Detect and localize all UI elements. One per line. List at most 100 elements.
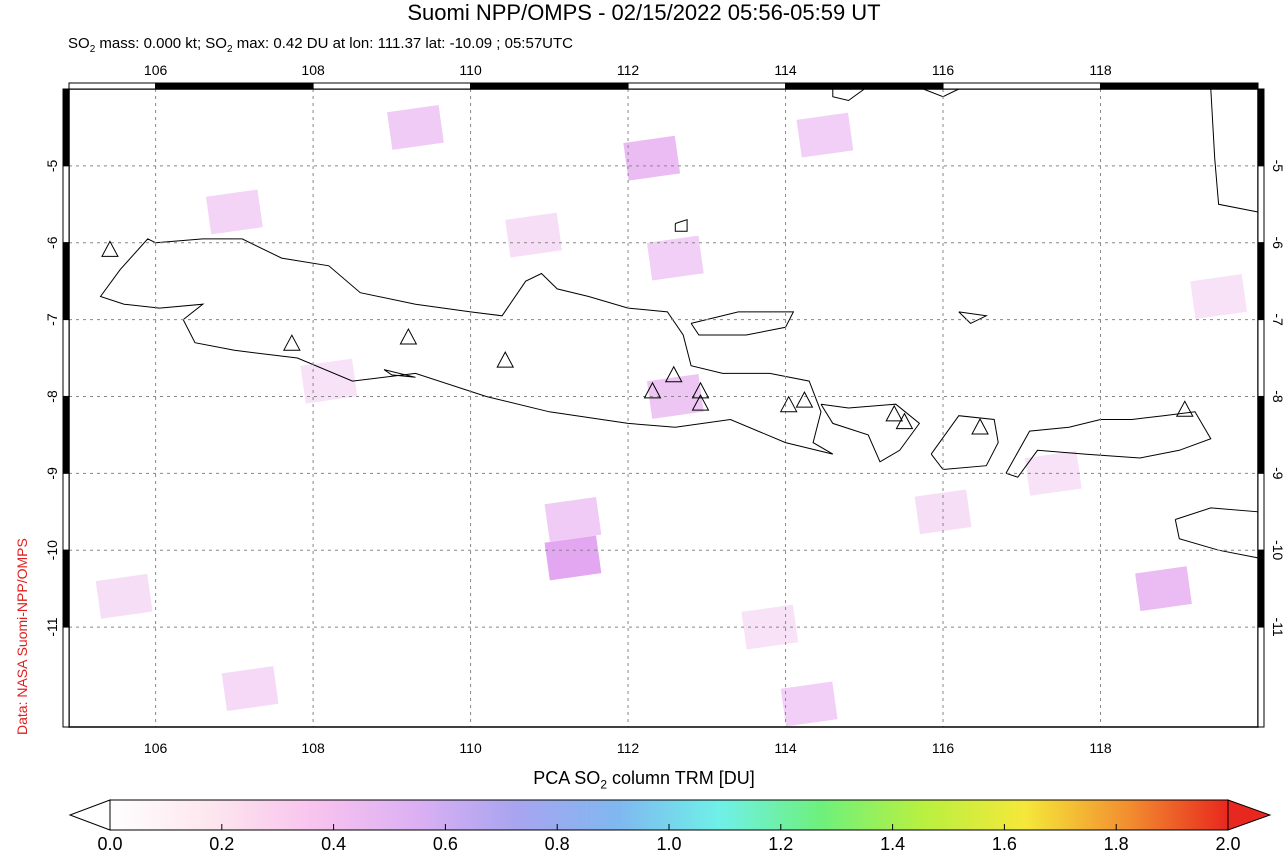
lon-tick-label-top: 116: [932, 62, 955, 78]
volcano-marker: [691, 381, 710, 399]
lon-tick-label-bottom: 114: [774, 740, 797, 756]
lat-tick-label-right: -11: [1270, 617, 1286, 636]
colorbar-title: PCA SO2 column TRM [DU]: [533, 768, 755, 792]
lat-tick-label-right: -10: [1270, 540, 1286, 560]
lon-tick-label-top: 112: [617, 62, 640, 78]
coastline: [1005, 411, 1212, 478]
colorbar-tick-label: 1.8: [1103, 834, 1129, 854]
so2-pixel: [1135, 566, 1192, 612]
volcano-marker: [1175, 400, 1194, 417]
frame-segment: [62, 626, 70, 728]
lon-tick-label-bottom: 108: [301, 740, 325, 756]
so2-pixel: [646, 374, 704, 419]
colorbar-tick-label: 1.4: [880, 834, 906, 854]
so2-pixel: [1190, 274, 1248, 319]
colorbar-tick-label: 0.2: [209, 834, 235, 854]
frame-segment: [1257, 626, 1265, 728]
so2-pixel: [1024, 450, 1082, 496]
volcano-marker: [691, 394, 710, 411]
frame-segment: [155, 82, 314, 90]
frame-segment: [312, 82, 472, 90]
frame-segment: [1257, 549, 1265, 628]
so2-summary: SO2 mass: 0.000 kt; SO2 max: 0.42 DU at …: [68, 35, 573, 55]
frame-segment: [1257, 395, 1265, 474]
colorbar-tick-label: 0.0: [97, 834, 123, 854]
lat-tick-label-left: -10: [44, 540, 60, 560]
lat-tick-label-right: -6: [1270, 237, 1286, 250]
lat-tick-label-right: -5: [1270, 160, 1286, 173]
lon-tick-label-bottom: 118: [1089, 740, 1112, 756]
colorbar-tick-label: 1.2: [768, 834, 794, 854]
so2-map: 106 106 108 108 110 110 112 112 114 114 116 116 118 1…: [44, 62, 1286, 756]
so2-pixel: [300, 358, 358, 404]
coastline: [383, 369, 416, 378]
volcano-marker: [895, 412, 914, 430]
frame-segment: [470, 82, 629, 90]
frame-segment: [62, 395, 70, 474]
volcano-marker: [664, 365, 683, 383]
lat-tick-label-right: -8: [1270, 390, 1286, 403]
frame-segment: [1257, 319, 1265, 397]
lon-tick-label-top: 118: [1089, 62, 1112, 78]
frame-segment: [62, 88, 70, 167]
volcano-marker: [971, 417, 989, 435]
frame-segment: [1257, 88, 1265, 167]
frame-segment: [1257, 165, 1265, 244]
lon-tick-label-bottom: 106: [144, 740, 168, 756]
volcano-marker: [399, 327, 418, 345]
frame-segment: [785, 82, 944, 90]
colorbar-min-arrow: [68, 799, 111, 831]
volcano-marker: [795, 391, 814, 408]
coastline: [674, 219, 688, 232]
lat-tick-label-left: -8: [44, 390, 60, 403]
volcano-marker: [885, 404, 904, 422]
lat-tick-label-right: -7: [1270, 313, 1286, 326]
lon-tick-label-top: 106: [144, 62, 168, 78]
so2-pixel: [646, 235, 704, 281]
volcano-marker: [101, 240, 119, 257]
colorbar-max-arrow: [1227, 799, 1272, 831]
frame-segment: [62, 472, 70, 551]
volcano-marker: [779, 395, 798, 413]
map-title: Suomi NPP/OMPS - 02/15/2022 05:56-05:59 …: [407, 0, 881, 25]
coastline: [820, 403, 921, 463]
lon-tick-label-top: 110: [459, 62, 482, 78]
volcano-marker: [496, 351, 515, 368]
so2-pixel: [796, 112, 854, 158]
so2-pixel: [95, 573, 153, 619]
lat-tick-label-right: -9: [1270, 467, 1286, 480]
coastline: [958, 311, 988, 325]
lat-tick-label-left: -9: [44, 467, 60, 480]
gridlines: [69, 89, 1258, 727]
so2-pixel: [387, 105, 444, 150]
colorbar: [68, 799, 1272, 831]
so2-pixel: [544, 497, 602, 542]
frame-segment: [942, 82, 1102, 90]
lon-tick-label-bottom: 116: [932, 740, 955, 756]
lon-tick-label-top: 114: [774, 62, 797, 78]
frame-segment: [62, 242, 70, 321]
lat-tick-label-left: -7: [44, 313, 60, 326]
frame-segment: [1100, 82, 1259, 90]
lon-tick-label-top: 108: [301, 62, 325, 78]
volcano-marker: [283, 334, 301, 351]
so2-pixel: [505, 212, 562, 258]
frame-segment: [62, 165, 70, 244]
colorbar-tick-label: 0.4: [321, 834, 347, 854]
lat-tick-label-left: -11: [44, 617, 60, 636]
frame-segment: [1257, 242, 1265, 321]
lon-tick-label-bottom: 112: [617, 740, 640, 756]
colorbar-tick-label: 0.6: [432, 834, 458, 854]
colorbar-tick-label: 0.8: [544, 834, 570, 854]
colorbar-tick-label: 1.0: [656, 834, 682, 854]
lon-tick-label-bottom: 110: [459, 740, 482, 756]
frame-segment: [1257, 472, 1265, 551]
so2-pixel: [623, 135, 681, 181]
so2-pixel: [544, 535, 602, 581]
frame-segment: [62, 319, 70, 397]
so2-pixel: [205, 189, 263, 235]
colorbar-tick-label: 1.6: [991, 834, 1017, 854]
frame-segment: [62, 549, 70, 628]
so2-pixel: [780, 681, 838, 727]
so2-pixel: [221, 666, 279, 711]
